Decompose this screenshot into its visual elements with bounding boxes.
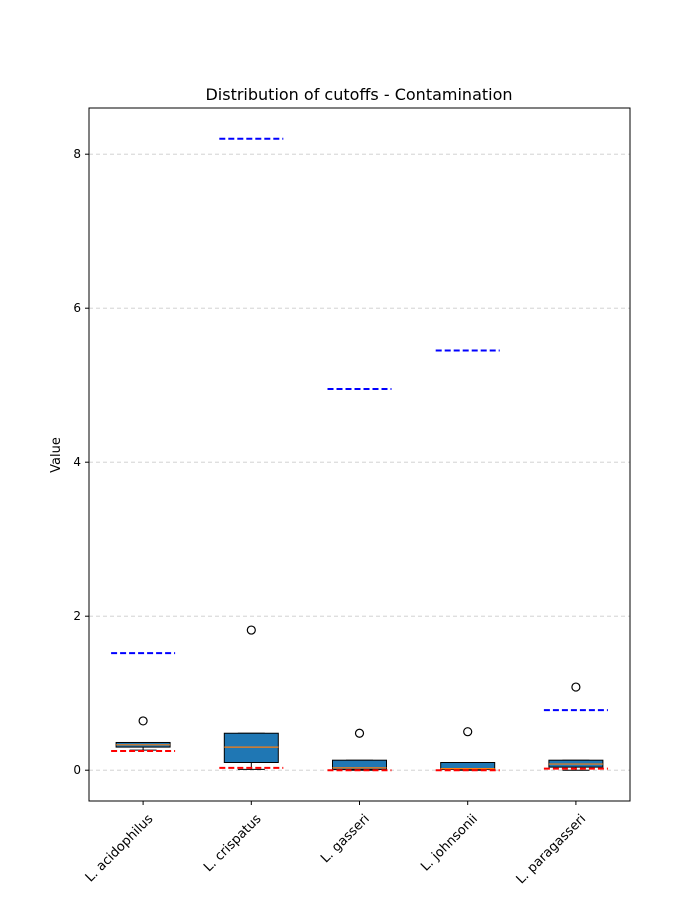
y-axis-label: Value [49,437,64,473]
y-tick-label: 8 [73,147,81,161]
y-tick-label: 6 [73,301,81,315]
y-tick-label: 0 [73,763,81,777]
plot-frame [88,107,631,802]
x-tick-label: L. crispatus [201,812,265,876]
y-tick-label: 2 [73,609,81,623]
cutoff-lines [111,137,608,772]
x-tick-label: L. johnsonii [418,812,481,875]
iqr-box [223,732,279,763]
outlier-point [354,728,365,738]
x-tick-label: L. gasseri [318,812,373,867]
outlier-point [246,625,256,635]
outlier-point [138,716,148,726]
box-series [115,625,604,771]
outlier-point [463,727,473,737]
grid-lines [89,153,630,771]
x-tick-label: L. paragasseri [514,812,589,887]
x-tick-label: L. acidophilus [83,812,157,886]
outlier-point [571,682,581,692]
axes: 0 2 4 6 8 L. acidophilus L. crispatus L. gasser… [73,147,589,887]
chart-title: Distribution of cutoffs - Contamination [205,85,512,104]
y-tick-label: 4 [73,455,81,469]
